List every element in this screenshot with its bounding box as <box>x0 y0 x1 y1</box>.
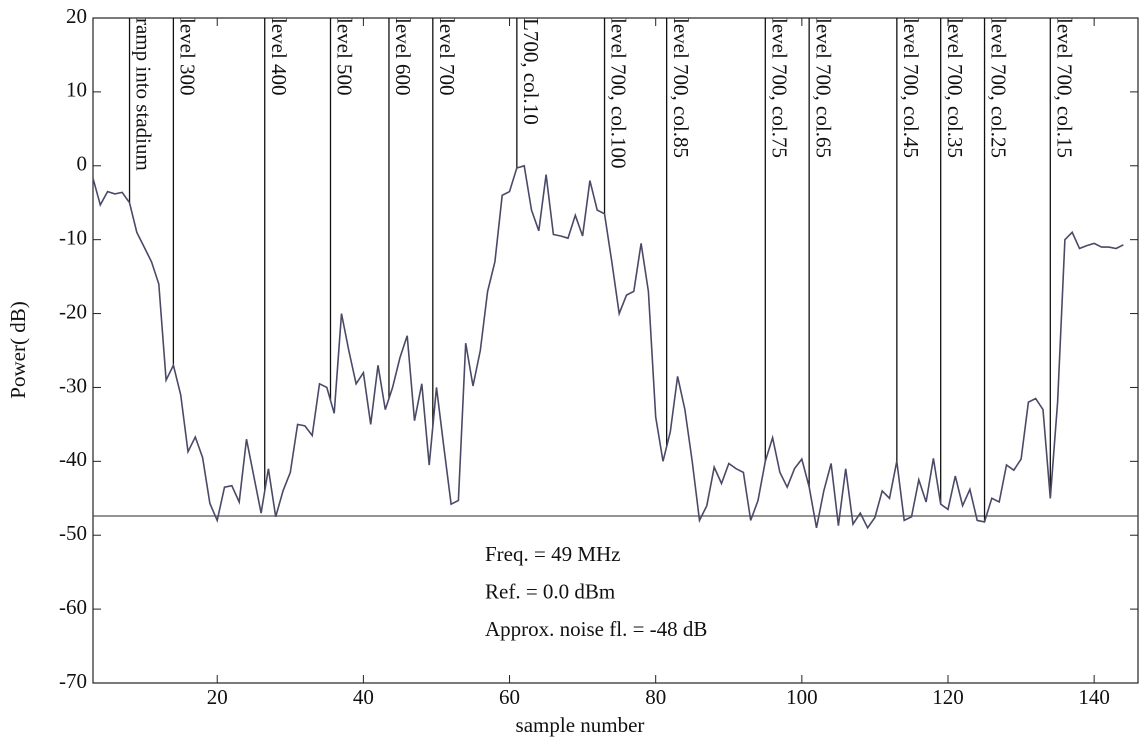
x-tick-label: 140 <box>1078 685 1110 709</box>
y-tick-label: -70 <box>59 669 87 693</box>
annotation-label: level 700, col.75 <box>767 18 791 158</box>
annotation-label: level 700, col.15 <box>1052 18 1076 158</box>
y-axis-label: Power( dB) <box>6 301 30 398</box>
y-tick-label: -50 <box>59 521 87 545</box>
x-tick-label: 60 <box>499 685 520 709</box>
note: Ref. = 0.0 dBm <box>485 579 615 603</box>
annotation-label: level 700, col.100 <box>607 18 631 168</box>
y-tick-label: -40 <box>59 447 87 471</box>
data-line <box>92 164 1124 530</box>
plot-area <box>92 17 1139 684</box>
y-tick-label: -10 <box>59 225 87 249</box>
x-tick-label: 40 <box>353 685 374 709</box>
y-tick-label: 20 <box>66 4 87 28</box>
y-tick-label: -60 <box>59 595 87 619</box>
x-axis-label: sample number <box>516 713 645 737</box>
annotation-label: level 700, col.45 <box>899 18 923 158</box>
x-tick-label: 100 <box>786 685 818 709</box>
annotation-label: level 700, col.85 <box>669 18 693 158</box>
annotation-label: level 700, col.35 <box>943 18 967 158</box>
annotation-label: level 700, col.65 <box>811 18 835 158</box>
annotation-label: level 500 <box>333 18 357 96</box>
note: Freq. = 49 MHz <box>485 542 621 566</box>
y-tick-label: 10 <box>66 78 87 102</box>
annotation-label: level 600 <box>391 18 415 96</box>
x-tick-label: 80 <box>645 685 666 709</box>
y-tick-label: -20 <box>59 299 87 323</box>
annotation-label: level 700 <box>435 18 459 96</box>
y-tick-label: -30 <box>59 373 87 397</box>
y-tick-label: 0 <box>77 152 88 176</box>
annotation-label: ramp into stadium <box>132 18 156 171</box>
x-tick-label: 20 <box>207 685 228 709</box>
note: Approx. noise fl. = -48 dB <box>485 617 707 641</box>
annotation-label: L700, col.10 <box>519 18 543 125</box>
annotation-label: level 700, col.25 <box>987 18 1011 158</box>
annotation-label: level 300 <box>176 18 200 96</box>
annotation-label: level 400 <box>267 18 291 96</box>
x-tick-label: 120 <box>932 685 964 709</box>
